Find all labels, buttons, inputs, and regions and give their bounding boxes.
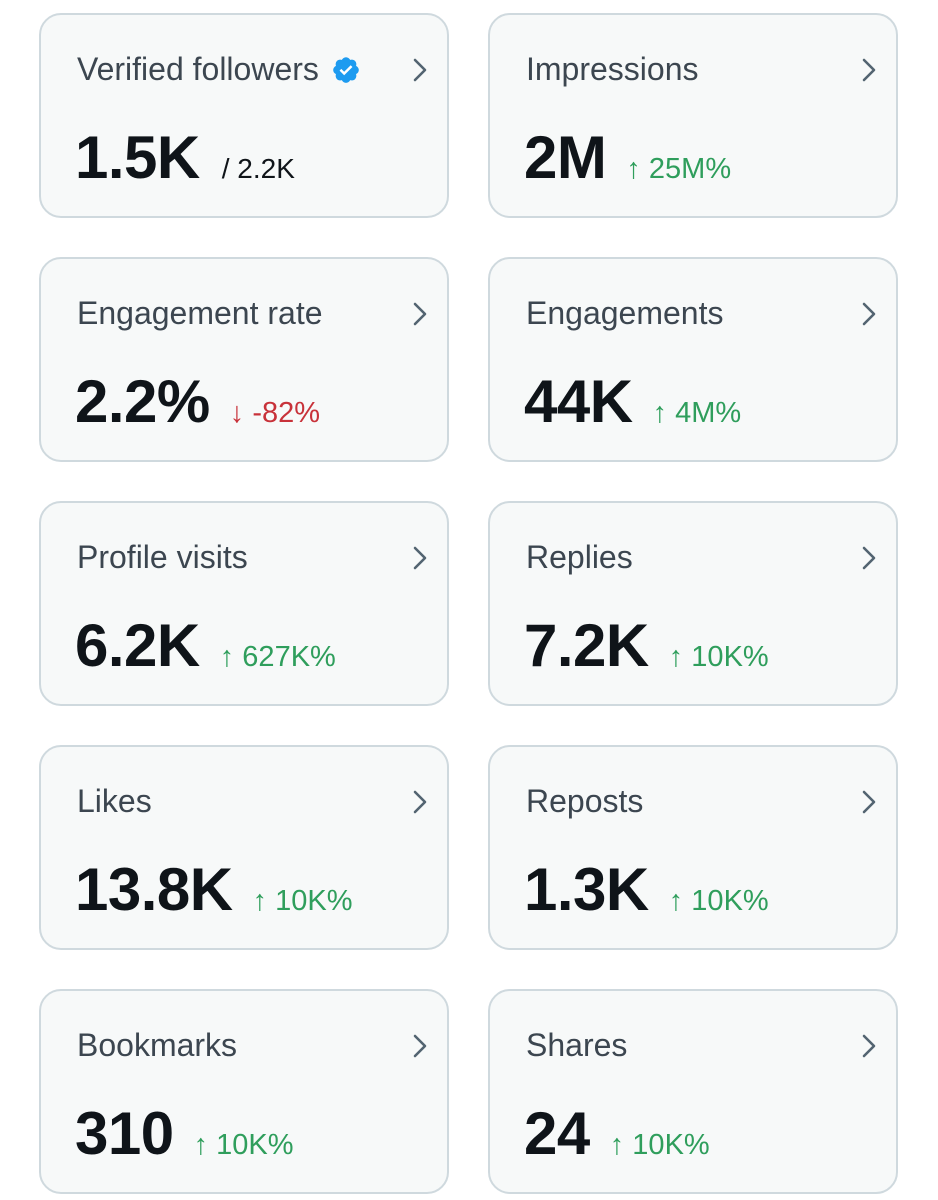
- card-label: Reposts: [526, 783, 643, 820]
- card-label-text: Replies: [526, 539, 633, 575]
- chevron-right-icon: [413, 546, 427, 570]
- card-value-row: 6.2K ↑ 627K%: [75, 611, 336, 680]
- metric-value: 1.3K: [524, 856, 649, 923]
- metric-change: ↑ 10K%: [668, 641, 769, 673]
- card-value-row: 2.2% ↓ -82%: [75, 367, 320, 436]
- card-engagements[interactable]: Engagements 44K ↑ 4M%: [488, 257, 898, 462]
- card-label: Replies: [526, 539, 633, 576]
- card-likes[interactable]: Likes 13.8K ↑ 10K%: [39, 745, 449, 950]
- metric-value: 44K: [524, 368, 633, 435]
- chevron-right-icon: [862, 58, 876, 82]
- metric-change: ↑ 25M%: [626, 153, 732, 185]
- metric-change: ↓ -82%: [229, 397, 321, 429]
- metric-change: ↑ 10K%: [668, 885, 769, 917]
- metric-value: 7.2K: [524, 612, 649, 679]
- card-value-row: 24 ↑ 10K%: [524, 1099, 710, 1168]
- metric-change: ↑ 10K%: [252, 885, 353, 917]
- chevron-right-icon: [862, 1034, 876, 1058]
- metric-change: ↑ 627K%: [219, 641, 336, 673]
- card-label: Verified followers: [77, 51, 361, 88]
- card-label: Engagements: [526, 295, 723, 332]
- metric-value: 6.2K: [75, 612, 200, 679]
- metric-value: 13.8K: [75, 856, 233, 923]
- card-profile-visits[interactable]: Profile visits 6.2K ↑ 627K%: [39, 501, 449, 706]
- metric-value: 24: [524, 1100, 590, 1167]
- metric-total: / 2.2K: [221, 153, 295, 184]
- card-value-row: 7.2K ↑ 10K%: [524, 611, 769, 680]
- card-impressions[interactable]: Impressions 2M ↑ 25M%: [488, 13, 898, 218]
- card-value-row: 1.3K ↑ 10K%: [524, 855, 769, 924]
- card-engagement-rate[interactable]: Engagement rate 2.2% ↓ -82%: [39, 257, 449, 462]
- metric-value: 310: [75, 1100, 174, 1167]
- chevron-right-icon: [413, 58, 427, 82]
- card-label-text: Engagement rate: [77, 295, 323, 331]
- card-replies[interactable]: Replies 7.2K ↑ 10K%: [488, 501, 898, 706]
- metric-value: 2.2%: [75, 368, 210, 435]
- card-label-text: Bookmarks: [77, 1027, 238, 1063]
- card-value-row: 310 ↑ 10K%: [75, 1099, 294, 1168]
- card-bookmarks[interactable]: Bookmarks 310 ↑ 10K%: [39, 989, 449, 1194]
- card-label-text: Shares: [526, 1027, 628, 1063]
- card-label-text: Verified followers: [77, 51, 319, 87]
- card-label: Likes: [77, 783, 152, 820]
- card-value-row: 44K ↑ 4M%: [524, 367, 741, 436]
- metric-value: 1.5K: [75, 124, 200, 191]
- card-label: Shares: [526, 1027, 627, 1064]
- card-value-row: 1.5K / 2.2K: [75, 123, 295, 192]
- metric-change: ↑ 10K%: [609, 1129, 710, 1161]
- card-shares[interactable]: Shares 24 ↑ 10K%: [488, 989, 898, 1194]
- metric-change: ↑ 4M%: [652, 397, 742, 429]
- chevron-right-icon: [413, 790, 427, 814]
- card-label-text: Engagements: [526, 295, 724, 331]
- card-label-text: Likes: [77, 783, 152, 819]
- chevron-right-icon: [862, 302, 876, 326]
- chevron-right-icon: [413, 302, 427, 326]
- card-label: Engagement rate: [77, 295, 323, 332]
- metric-change: ↑ 10K%: [193, 1129, 294, 1161]
- card-verified-followers[interactable]: Verified followers 1.5K / 2.2K: [39, 13, 449, 218]
- card-label-text: Profile visits: [77, 539, 248, 575]
- card-reposts[interactable]: Reposts 1.3K ↑ 10K%: [488, 745, 898, 950]
- card-label-text: Impressions: [526, 51, 699, 87]
- verified-badge-icon: [333, 56, 359, 83]
- card-label: Profile visits: [77, 539, 248, 576]
- card-label-text: Reposts: [526, 783, 644, 819]
- card-value-row: 2M ↑ 25M%: [524, 123, 731, 192]
- metric-value: 2M: [524, 124, 607, 191]
- chevron-right-icon: [862, 546, 876, 570]
- card-label: Bookmarks: [77, 1027, 237, 1064]
- chevron-right-icon: [413, 1034, 427, 1058]
- chevron-right-icon: [862, 790, 876, 814]
- card-value-row: 13.8K ↑ 10K%: [75, 855, 353, 924]
- card-label: Impressions: [526, 51, 699, 88]
